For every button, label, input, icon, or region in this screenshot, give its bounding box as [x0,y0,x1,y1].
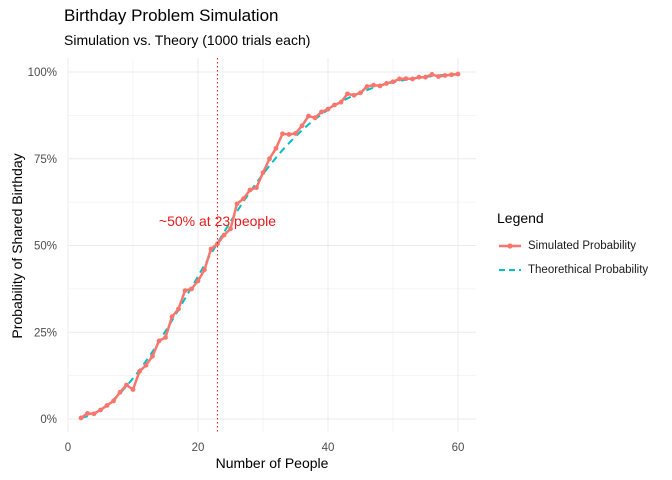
simulated-point [293,131,298,136]
legend: Legend Simulated Probability Theorethica… [497,210,648,282]
legend-label-simulated: Simulated Probability [528,240,637,252]
simulated-point [449,72,454,78]
simulated-point [267,156,272,162]
simulated-point [325,106,331,112]
simulated-point [351,92,357,98]
simulated-point [332,102,337,108]
simulated-point [182,288,188,294]
simulated-point [130,387,136,392]
legend-label-theoretical: Theorethical Probability [528,264,649,276]
simulated-point [156,338,162,344]
y-axis-label: Probability of Shared Birthday [9,153,25,339]
simulated-point [371,82,376,88]
simulated-point [247,187,253,193]
simulated-point [176,306,181,312]
simulated-point [455,71,461,77]
legend-item-simulated: Simulated Probability [497,234,648,258]
simulated-point [299,123,305,129]
simulated-point [410,76,415,82]
simulated-point [436,74,441,79]
y-tick-label: 0% [40,414,57,426]
simulated-point [286,132,292,137]
x-tick-label: 0 [65,442,71,454]
simulated-point [384,81,389,86]
chart-subtitle: Simulation vs. Theory (1000 trials each) [64,32,311,48]
simulated-point [423,74,428,80]
simulated-point [364,84,370,89]
simulated-point [104,403,110,408]
simulated-line-key-icon [499,243,521,249]
x-tick-label: 60 [452,442,465,454]
x-tick-label: 40 [322,442,335,454]
simulated-point [208,246,214,252]
simulated-point [195,278,201,284]
simulated-point [241,196,246,202]
simulated-point [260,170,266,176]
series-theoretical-line [80,73,459,419]
simulated-point [215,241,220,247]
chart-title: Birthday Problem Simulation [64,6,279,25]
simulated-point [169,314,175,320]
simulated-point [280,131,285,137]
simulated-point [143,362,149,368]
simulated-point [150,353,155,359]
x-axis-label: Number of People [215,455,329,471]
theoretical-line-key-icon [499,269,521,271]
simulated-point [390,79,396,85]
legend-title: Legend [497,210,544,226]
simulated-point [117,389,123,395]
simulated-point [397,76,402,82]
simulated-point [163,335,168,340]
simulated-point [377,83,383,89]
simulated-point [358,90,363,96]
simulated-point [306,113,311,119]
simulated-point [254,185,259,190]
simulated-point [111,398,116,404]
simulated-point [234,201,240,207]
y-tick-label: 50% [34,241,57,253]
simulated-point [319,109,324,115]
simulated-point [124,382,129,388]
simulated-point [221,232,227,238]
simulated-point [312,115,318,121]
simulated-point [78,415,84,421]
simulated-point [403,76,409,81]
simulated-point [429,72,435,77]
simulated-point [273,145,279,151]
simulated-point [202,267,207,273]
simulated-point [189,286,194,292]
simulated-point [85,411,90,416]
simulated-point [98,407,103,413]
simulated-point [345,91,350,97]
simulated-point [137,369,142,374]
annotation-label: ~50% at 23 people [159,213,276,229]
legend-item-theoretical: Theorethical Probability [497,258,648,282]
simulated-point [228,226,233,232]
simulated-point [91,411,97,417]
x-tick-label: 20 [192,442,205,454]
y-tick-label: 25% [34,327,57,339]
simulated-point [416,74,422,80]
y-tick-label: 75% [34,154,57,166]
y-tick-label: 100% [28,67,57,79]
simulated-point [338,99,344,105]
series-simulated-line [80,72,459,419]
simulated-point [442,73,448,78]
